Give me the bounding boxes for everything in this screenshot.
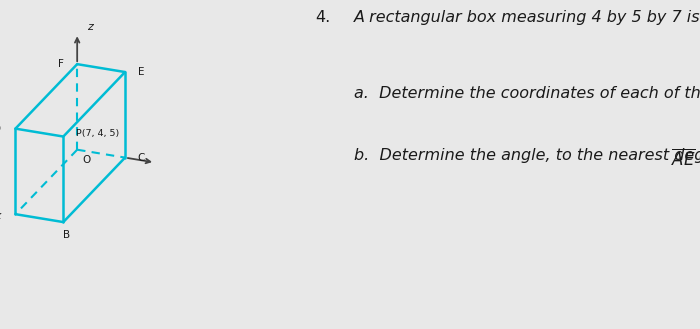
- Text: b.  Determine the angle, to the nearest degree, between: b. Determine the angle, to the nearest d…: [354, 148, 700, 163]
- Text: x: x: [0, 212, 1, 221]
- Text: 4.: 4.: [315, 10, 330, 25]
- Text: F: F: [59, 59, 64, 69]
- Text: z: z: [87, 22, 92, 32]
- Text: and: and: [694, 148, 700, 163]
- Text: A rectangular box measuring 4 by 5 by 7 is shown in the diagram at the left.: A rectangular box measuring 4 by 5 by 7 …: [354, 10, 700, 25]
- Text: C: C: [137, 153, 144, 163]
- Text: P(7, 4, 5): P(7, 4, 5): [76, 129, 119, 138]
- Text: B: B: [63, 230, 70, 240]
- Text: a.  Determine the coordinates of each of the missing vertices.: a. Determine the coordinates of each of …: [354, 86, 700, 101]
- Text: O: O: [83, 155, 91, 164]
- Text: $\overline{AE}$: $\overline{AE}$: [671, 148, 696, 169]
- Text: E: E: [138, 67, 144, 77]
